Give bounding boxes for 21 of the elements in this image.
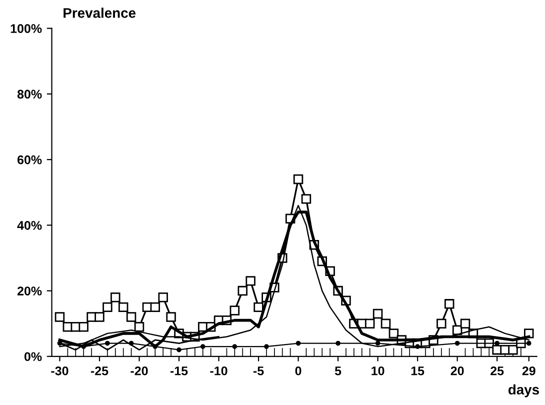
x-tick-label: -5	[253, 366, 264, 376]
x-tick-label: -15	[170, 366, 188, 376]
x-tick-label: -25	[90, 366, 108, 376]
y-tick-label: 20%	[17, 286, 42, 296]
x-tick-label: 25	[490, 366, 504, 376]
y-tick-label: 80%	[17, 90, 42, 99]
x-tick-label: -10	[210, 366, 228, 376]
y-tick-label: 0%	[24, 352, 42, 362]
x-tick-label: -30	[51, 366, 68, 376]
x-tick-label: 10	[372, 366, 384, 376]
y-tick-label: 40%	[17, 220, 42, 230]
x-tick-label: 5	[334, 366, 342, 376]
y-tick-label: 100%	[10, 24, 42, 33]
y-axis-title: Prevalence	[64, 8, 136, 18]
x-tick-label: 15	[411, 366, 424, 376]
x-tick-label: 20	[450, 366, 464, 376]
x-axis-title: days	[508, 384, 539, 398]
y-tick-label: 60%	[17, 155, 42, 164]
x-tick-label: 0	[295, 366, 302, 376]
x-tick-label: 29	[522, 366, 536, 376]
x-tick-label: -20	[130, 366, 148, 376]
